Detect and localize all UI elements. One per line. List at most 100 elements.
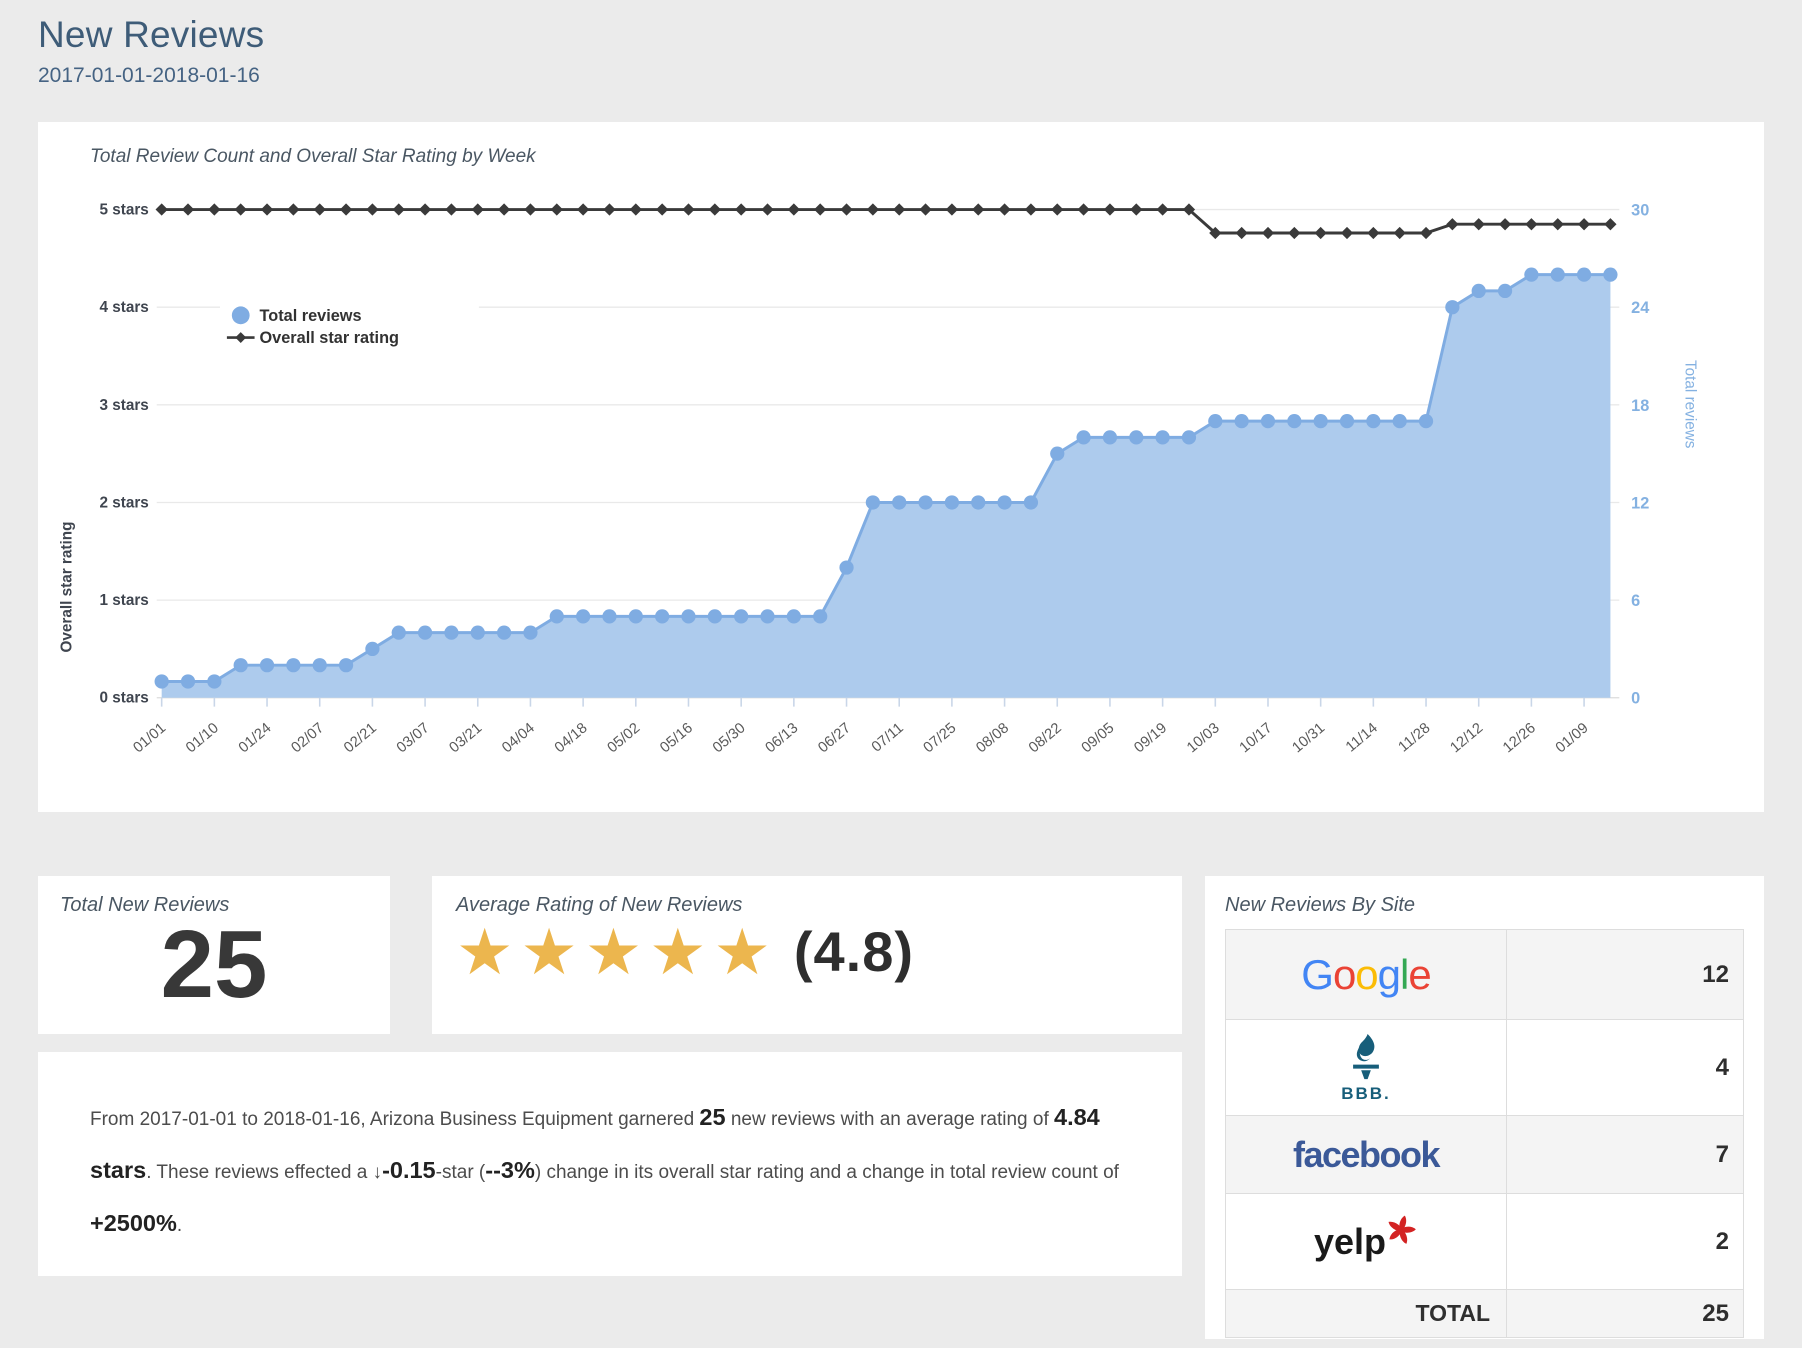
svg-text:12/12: 12/12 bbox=[1448, 720, 1487, 756]
facebook-logo: facebook bbox=[1292, 1133, 1441, 1175]
svg-text:05/30: 05/30 bbox=[710, 720, 749, 756]
bbb-torch-icon bbox=[1353, 1033, 1379, 1079]
site-row-yelp: yelp 2 bbox=[1225, 1193, 1744, 1290]
svg-text:18: 18 bbox=[1631, 397, 1649, 415]
svg-text:3 stars: 3 stars bbox=[99, 397, 148, 414]
chart-card: Total Review Count and Overall Star Rati… bbox=[38, 122, 1764, 812]
site-row-total: TOTAL 25 bbox=[1225, 1289, 1744, 1338]
yelp-burst-icon bbox=[1388, 1215, 1416, 1244]
bottom-section: Total New Reviews 25 Average Rating of N… bbox=[38, 876, 1764, 1345]
svg-text:0: 0 bbox=[1631, 690, 1640, 708]
total-row-label: TOTAL bbox=[1225, 1289, 1507, 1338]
overall-star-rating-line-series bbox=[155, 203, 1617, 240]
svg-text:10/03: 10/03 bbox=[1184, 720, 1223, 756]
yelp-logo: yelp bbox=[1314, 1215, 1418, 1263]
average-rating-value: (4.8) bbox=[793, 920, 915, 983]
svg-text:Total reviews: Total reviews bbox=[1682, 360, 1699, 449]
summary-text: From 2017-01-01 to 2018-01-16, Arizona B… bbox=[90, 1092, 1126, 1251]
svg-text:08/22: 08/22 bbox=[1026, 720, 1065, 756]
summary-card: From 2017-01-01 to 2018-01-16, Arizona B… bbox=[38, 1052, 1182, 1276]
x-axis: 01/01 01/10 01/24 02/07 02/21 03/07 03/21 04/04… bbox=[130, 697, 1592, 756]
svg-text:06/27: 06/27 bbox=[815, 720, 854, 756]
svg-text:Overall star rating: Overall star rating bbox=[59, 522, 76, 653]
date-range: 2017-01-01-2018-01-16 bbox=[38, 64, 260, 87]
summary-run: . bbox=[176, 1215, 183, 1236]
svg-text:09/19: 09/19 bbox=[1131, 720, 1170, 756]
svg-text:01/10: 01/10 bbox=[183, 720, 222, 756]
chart-title: Total Review Count and Overall Star Rati… bbox=[90, 146, 536, 167]
summary-highlight: 25 bbox=[699, 1104, 726, 1130]
svg-text:06/13: 06/13 bbox=[763, 720, 802, 756]
page-header: New Reviews 2017-01-01-2018-01-16 bbox=[38, 14, 1764, 88]
svg-text:03/21: 03/21 bbox=[447, 720, 486, 756]
summary-run: -star ( bbox=[435, 1162, 486, 1183]
svg-text:11/28: 11/28 bbox=[1396, 720, 1434, 755]
summary-highlight: +2500% bbox=[90, 1210, 177, 1236]
svg-text:03/07: 03/07 bbox=[394, 720, 433, 756]
average-rating-label: Average Rating of New Reviews bbox=[456, 894, 743, 916]
svg-text:01/01: 01/01 bbox=[130, 720, 169, 756]
site-review-count: 2 bbox=[1506, 1193, 1744, 1290]
svg-text:04/04: 04/04 bbox=[499, 720, 538, 756]
bbb-logo: BBB. bbox=[1340, 1033, 1392, 1103]
legend-star-rating-label: Overall star rating bbox=[260, 329, 400, 347]
svg-text:30: 30 bbox=[1631, 201, 1649, 219]
svg-text:08/08: 08/08 bbox=[973, 720, 1012, 756]
summary-highlight: 4.84 stars bbox=[90, 1104, 1100, 1183]
site-logo-cell: facebook bbox=[1225, 1115, 1507, 1194]
summary-run: new reviews with an average rating of bbox=[725, 1109, 1055, 1130]
page-title: New Reviews bbox=[38, 14, 265, 55]
google-logo: Google bbox=[1301, 950, 1431, 998]
site-logo-cell: yelp bbox=[1225, 1193, 1507, 1290]
site-row-google: Google 12 bbox=[1225, 929, 1744, 1020]
svg-text:09/05: 09/05 bbox=[1079, 720, 1118, 756]
site-review-count: 4 bbox=[1506, 1019, 1744, 1116]
svg-text:05/02: 05/02 bbox=[605, 720, 644, 756]
total-new-reviews-label: Total New Reviews bbox=[60, 894, 230, 916]
reviews-by-site-table: Google 12 BBB. 4 facebook 7 yelp 2 TOTAL 25 bbox=[1225, 929, 1744, 1338]
svg-text:24: 24 bbox=[1631, 299, 1649, 317]
svg-text:12: 12 bbox=[1631, 494, 1649, 512]
svg-text:01/09: 01/09 bbox=[1553, 720, 1592, 756]
y-axis-right: 0 6 12 18 24 30 Total reviews bbox=[1631, 201, 1698, 707]
summary-run: . These reviews effected a ↓ bbox=[146, 1162, 383, 1183]
summary-highlight: --3% bbox=[485, 1157, 535, 1183]
chart-legend: Total reviews Overall star rating bbox=[219, 290, 479, 354]
svg-text:05/16: 05/16 bbox=[657, 720, 696, 756]
site-review-count: 12 bbox=[1506, 929, 1744, 1020]
svg-text:2 stars: 2 stars bbox=[99, 494, 148, 511]
svg-text:12/26: 12/26 bbox=[1500, 720, 1539, 756]
svg-text:10/17: 10/17 bbox=[1237, 720, 1276, 756]
svg-text:6: 6 bbox=[1631, 592, 1640, 610]
total-new-reviews-value: 25 bbox=[160, 911, 268, 1018]
svg-text:4 stars: 4 stars bbox=[99, 299, 148, 316]
svg-text:11/14: 11/14 bbox=[1343, 720, 1381, 755]
legend-star-rating-marker bbox=[235, 332, 247, 343]
summary-run: ) change in its overall star rating and … bbox=[534, 1162, 1119, 1183]
star-icons: ★★★★★ bbox=[456, 915, 778, 988]
legend-total-reviews-label: Total reviews bbox=[260, 307, 362, 325]
svg-text:02/21: 02/21 bbox=[341, 720, 380, 756]
svg-text:07/11: 07/11 bbox=[869, 720, 907, 755]
total-reviews-area-series bbox=[154, 267, 1618, 698]
site-row-facebook: facebook 7 bbox=[1225, 1115, 1744, 1194]
y-axis-left: 0 stars 1 stars 2 stars 3 stars 4 stars 5 sta… bbox=[59, 201, 149, 706]
svg-text:07/25: 07/25 bbox=[921, 720, 960, 756]
reviews-by-site-card: New Reviews By Site Google 12 BBB. 4 faceboo… bbox=[1205, 876, 1764, 1339]
reviews-by-week-chart: 01/01 01/10 01/24 02/07 02/21 03/07 03/21 04/04… bbox=[59, 201, 1699, 756]
total-new-reviews-card: Total New Reviews 25 bbox=[38, 876, 390, 1034]
svg-text:1 stars: 1 stars bbox=[99, 592, 148, 609]
bbb-wordmark: BBB. bbox=[1341, 1083, 1391, 1103]
svg-text:10/31: 10/31 bbox=[1289, 720, 1328, 756]
site-row-bbb: BBB. 4 bbox=[1225, 1019, 1744, 1116]
total-review-count: 25 bbox=[1506, 1289, 1744, 1338]
reviews-by-site-title: New Reviews By Site bbox=[1225, 894, 1416, 916]
average-rating-card: Average Rating of New Reviews ★★★★★ (4.8… bbox=[432, 876, 1182, 1034]
svg-text:04/18: 04/18 bbox=[552, 720, 591, 756]
svg-text:5 stars: 5 stars bbox=[99, 201, 148, 218]
site-logo-cell: BBB. bbox=[1225, 1019, 1507, 1116]
site-review-count: 7 bbox=[1506, 1115, 1744, 1194]
legend-total-reviews-marker bbox=[231, 306, 250, 325]
summary-run: From 2017-01-01 to 2018-01-16, Arizona B… bbox=[90, 1109, 700, 1130]
